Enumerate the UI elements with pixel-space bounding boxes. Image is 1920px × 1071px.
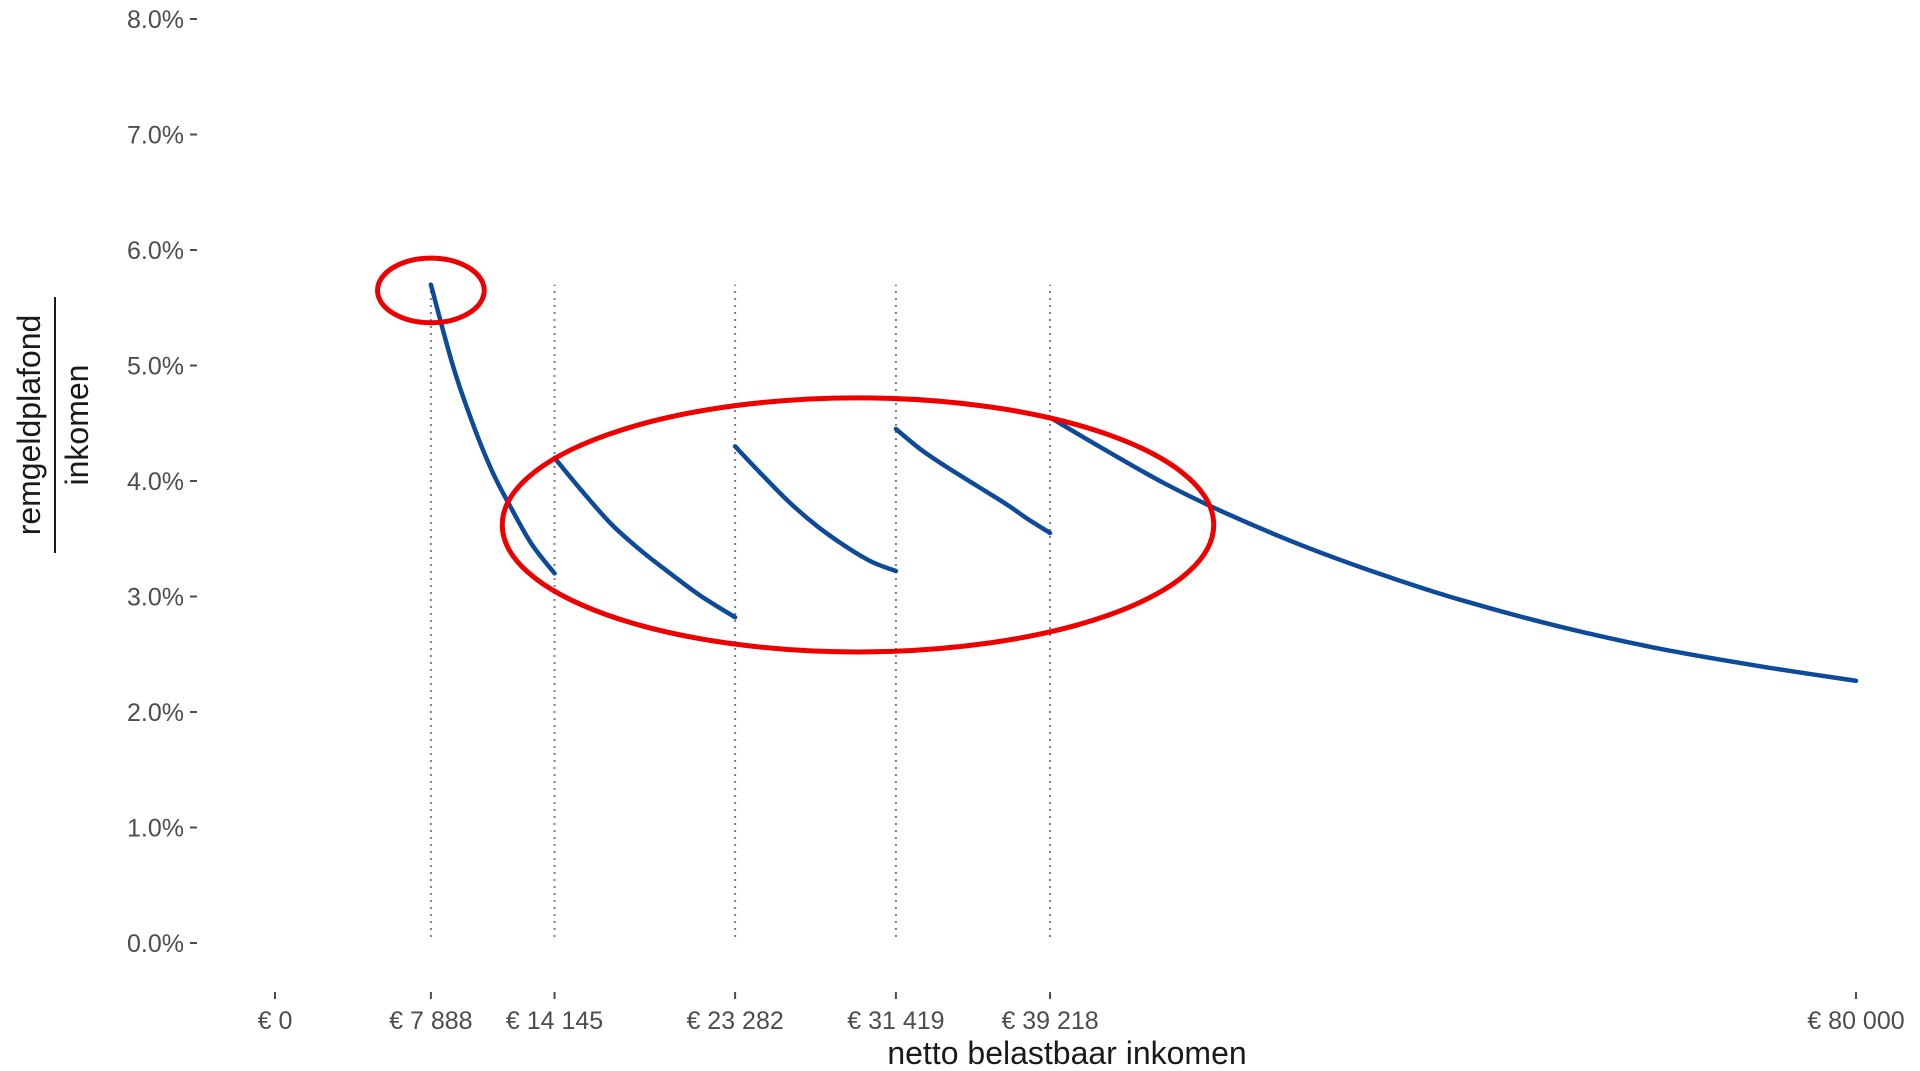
highlight-ellipse-0: [375, 255, 487, 326]
y-tick-label-8: 8.0%: [127, 6, 184, 34]
y-tick-label-7: 7.0%: [127, 122, 184, 150]
x-axis: € 0 € 7 888 € 14 145 € 23 282 € 31 419 € 39 2…: [258, 992, 1905, 1035]
highlight-ellipse-1: [499, 395, 1217, 655]
series-segment-0: [428, 282, 557, 576]
guide-lines: [429, 284, 1052, 937]
series-segment-3: [893, 426, 1053, 536]
series-lines: [428, 282, 1859, 684]
x-tick-label-3: € 23 282: [686, 1007, 783, 1035]
x-tick-label-2: € 14 145: [506, 1007, 603, 1035]
x-tick-label-0: € 0: [258, 1007, 293, 1035]
y-axis-title-denominator: inkomen: [59, 365, 95, 486]
series-segment-2: [732, 444, 899, 574]
y-axis-title: remgeldplafond inkomen: [11, 297, 95, 553]
x-tick-label-5: € 39 218: [1001, 1007, 1098, 1035]
y-tick-label-2: 2.0%: [127, 699, 184, 727]
y-axis-title-numerator: remgeldplafond: [11, 315, 47, 536]
y-tick-label-4: 4.0%: [127, 468, 184, 496]
y-tick-label-5: 5.0%: [127, 353, 184, 381]
x-tick-label-4: € 31 419: [847, 1007, 944, 1035]
series-segment-4: [1047, 415, 1859, 684]
y-tick-label-1: 1.0%: [127, 815, 184, 843]
x-tick-label-6: € 80 000: [1807, 1007, 1904, 1035]
y-axis: 0.0% 1.0% 2.0% 3.0% 4.0% 5.0% 6.0% 7.0% 8.0%: [127, 6, 197, 958]
series-segment-1: [552, 455, 738, 620]
x-tick-label-1: € 7 888: [389, 1007, 472, 1035]
y-tick-label-0: 0.0%: [127, 930, 184, 958]
highlight-annotations: [375, 255, 1217, 655]
x-axis-title: netto belastbaar inkomen: [887, 1035, 1246, 1071]
y-tick-label-3: 3.0%: [127, 584, 184, 612]
y-tick-label-6: 6.0%: [127, 237, 184, 265]
